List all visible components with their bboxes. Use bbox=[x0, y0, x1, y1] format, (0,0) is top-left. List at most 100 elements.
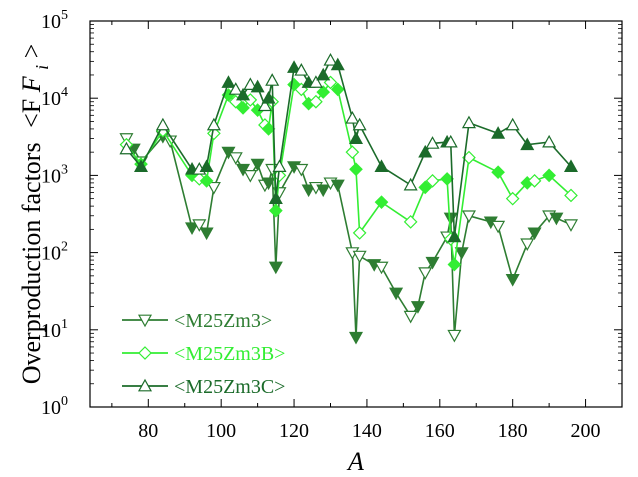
data-point bbox=[389, 287, 404, 301]
series-3 bbox=[119, 53, 579, 243]
x-tick-label: 80 bbox=[138, 420, 158, 442]
data-point bbox=[440, 172, 454, 186]
x-axis-label: A bbox=[346, 447, 364, 476]
data-point bbox=[155, 117, 170, 131]
y-tick-label: 100 bbox=[41, 394, 68, 419]
data-point bbox=[505, 273, 520, 287]
data-point bbox=[564, 188, 578, 203]
y-axis-label-text: Overproduction factors bbox=[17, 142, 46, 384]
legend-marker bbox=[137, 378, 153, 392]
data-point bbox=[348, 131, 364, 144]
data-point bbox=[257, 98, 272, 112]
data-point bbox=[330, 179, 345, 193]
data-point bbox=[447, 257, 462, 272]
data-point bbox=[206, 181, 221, 195]
data-point bbox=[345, 145, 360, 160]
data-point bbox=[228, 82, 243, 95]
data-point bbox=[447, 329, 462, 343]
data-point bbox=[250, 158, 265, 172]
data-point bbox=[349, 162, 363, 177]
data-point bbox=[261, 177, 276, 191]
data-point bbox=[374, 261, 389, 275]
data-point bbox=[119, 141, 134, 155]
data-point bbox=[403, 177, 418, 191]
x-tick-label: 100 bbox=[206, 420, 236, 442]
data-point bbox=[316, 184, 331, 198]
data-point bbox=[199, 174, 214, 188]
data-point bbox=[268, 203, 283, 218]
data-point bbox=[192, 219, 207, 232]
data-point bbox=[345, 111, 360, 124]
legend-label: <M25Zm3C> bbox=[174, 376, 285, 398]
y-tick-label: 102 bbox=[41, 240, 68, 265]
data-point bbox=[261, 122, 276, 136]
x-tick-label: 120 bbox=[279, 420, 309, 442]
y-tick-label: 105 bbox=[41, 8, 68, 33]
data-point bbox=[308, 75, 323, 88]
legend-marker bbox=[138, 346, 152, 360]
data-point bbox=[425, 136, 440, 149]
data-point bbox=[443, 134, 458, 148]
data-point bbox=[461, 115, 476, 129]
data-point bbox=[207, 126, 221, 141]
legend: <M25Zm3> <M25Zm3B> <M25Zm3C> bbox=[122, 310, 285, 398]
data-point bbox=[443, 212, 458, 226]
x-tick-label: 140 bbox=[352, 420, 382, 442]
data-point bbox=[549, 212, 564, 226]
data-point bbox=[505, 117, 520, 131]
data-point bbox=[403, 215, 418, 229]
data-point bbox=[316, 67, 331, 81]
data-point bbox=[228, 152, 243, 165]
x-tick-label: 200 bbox=[571, 420, 601, 442]
data-point bbox=[374, 195, 389, 210]
data-point bbox=[261, 90, 276, 104]
data-point bbox=[236, 163, 251, 177]
data-point bbox=[294, 63, 309, 76]
data-point bbox=[527, 227, 542, 241]
data-point bbox=[425, 256, 440, 270]
legend-item: <M25Zm3C> bbox=[122, 376, 285, 398]
data-point bbox=[236, 87, 251, 101]
y-axis-label-var: F bbox=[17, 75, 46, 93]
y-tick-label: 104 bbox=[41, 85, 68, 110]
data-point bbox=[294, 163, 309, 177]
data-point bbox=[410, 301, 425, 314]
data-point bbox=[330, 57, 345, 71]
data-point bbox=[243, 170, 258, 183]
data-point bbox=[505, 191, 520, 206]
data-point bbox=[287, 60, 302, 73]
svg-text:Overproduction factors <: Overproduction factors <F F i > bbox=[17, 44, 54, 385]
legend-label: <M25Zm3> bbox=[174, 310, 272, 332]
series-line bbox=[125, 59, 572, 237]
legend-item: <M25Zm3> bbox=[122, 310, 272, 332]
data-point bbox=[454, 247, 469, 260]
data-point bbox=[206, 117, 221, 131]
data-point bbox=[527, 174, 542, 188]
data-point bbox=[491, 165, 505, 180]
data-point bbox=[461, 210, 476, 224]
data-point bbox=[520, 238, 535, 252]
y-tick-label: 101 bbox=[41, 317, 68, 342]
data-point bbox=[563, 219, 579, 232]
data-point bbox=[250, 79, 265, 93]
data-point bbox=[133, 159, 149, 173]
y-axis-label: Overproduction factors <F F i > bbox=[17, 44, 54, 385]
data-point bbox=[542, 168, 556, 183]
y-axis-label-sub: i bbox=[32, 65, 52, 70]
data-point bbox=[352, 117, 367, 131]
data-point bbox=[418, 180, 433, 195]
data-point bbox=[403, 310, 418, 324]
tick-labels: 80 100 120 140 160 180 200 100 101 102 103 104 105 bbox=[41, 8, 601, 442]
data-point bbox=[418, 267, 433, 280]
data-point bbox=[352, 250, 367, 264]
data-point bbox=[185, 222, 200, 235]
y-axis-label-close: > bbox=[17, 44, 46, 59]
data-point bbox=[330, 82, 345, 97]
data-point bbox=[491, 126, 506, 139]
data-point bbox=[323, 53, 338, 66]
data-point bbox=[418, 144, 433, 158]
data-point bbox=[199, 159, 214, 173]
data-point bbox=[491, 220, 506, 234]
series-2 bbox=[119, 75, 578, 272]
